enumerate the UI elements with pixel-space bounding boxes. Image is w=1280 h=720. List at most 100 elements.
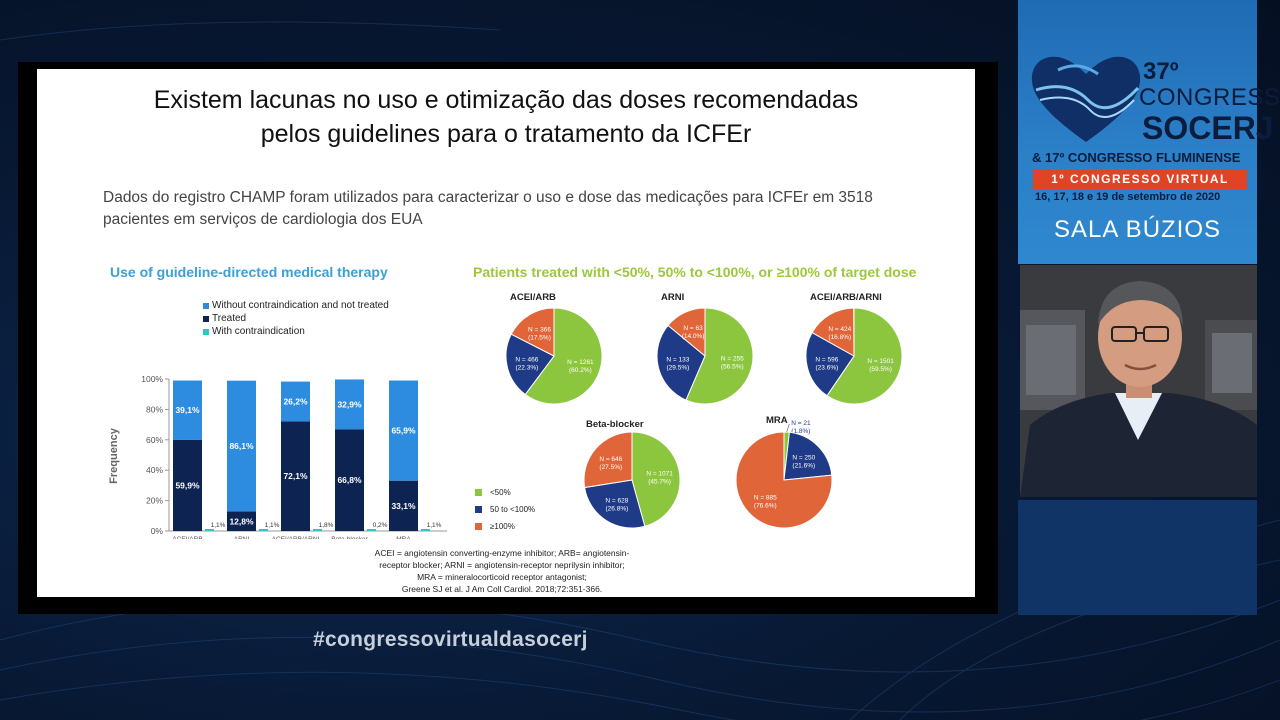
- congress-label: CONGRESSO: [1139, 84, 1280, 111]
- bar-label-contraindication: 1,1%: [265, 522, 280, 529]
- bar-not-treated: [227, 380, 256, 512]
- pie-slice-label: N = 628: [605, 497, 628, 504]
- bar-treated: [389, 480, 418, 531]
- pie-slice-label: (21.6%): [792, 462, 815, 469]
- pie-title: Beta-blocker: [586, 419, 644, 430]
- bar-label-treated: 66,8%: [337, 475, 362, 485]
- bar-panel-title: Use of guideline-directed medical therap…: [110, 264, 388, 280]
- pie-legend: <50% 50 to <100% ≥100%: [475, 484, 535, 535]
- pie-slice: [656, 324, 706, 401]
- x-tick-label: ARNI: [234, 536, 250, 539]
- bar-label-treated: 59,9%: [175, 480, 200, 490]
- pie-slice-label: (27.5%): [599, 464, 622, 471]
- congress-secondary: & 17º CONGRESSO FLUMINENSE: [1032, 150, 1241, 165]
- bar-label-not-treated: 65,9%: [391, 426, 416, 436]
- bar-label-contraindication: 1,1%: [427, 522, 442, 529]
- bar-label-treated: 33,1%: [391, 501, 416, 511]
- pie-slice: [667, 307, 706, 358]
- bar-treated: [281, 421, 310, 531]
- bar-contraindication: [259, 529, 268, 531]
- pie-slice: [805, 331, 855, 397]
- y-tick-label: 0%: [151, 526, 164, 536]
- pie-leader-line: [786, 423, 790, 433]
- congress-edition: 37º: [1143, 58, 1179, 85]
- bar-label-contraindication: 1,1%: [211, 522, 226, 529]
- pie-slice-label: N = 1071: [646, 470, 673, 477]
- bar-label-contraindication: 1,8%: [319, 522, 334, 529]
- pie-slice: [631, 431, 681, 527]
- pie-slice: [826, 307, 903, 405]
- pie-title: ACEI/ARB: [510, 292, 556, 303]
- pie-slice-label: (56.5%): [721, 364, 744, 371]
- bar-treated: [227, 511, 256, 531]
- legend-label: Without contraindication and not treated: [212, 300, 389, 311]
- pie-slice-label: (60.2%): [569, 367, 592, 374]
- bar-label-treated: 12,8%: [229, 516, 254, 526]
- y-tick-label: 60%: [146, 435, 163, 445]
- pie-slice-label: N = 366: [528, 326, 551, 333]
- pie-slice-label: N = 646: [599, 456, 622, 463]
- x-tick-label: ACEI/ARB/ARNI: [272, 536, 320, 539]
- y-tick-label: 100%: [141, 374, 163, 384]
- bar-contraindication: [313, 529, 322, 531]
- legend-swatch: [203, 315, 209, 322]
- legend-label: ≥100%: [490, 522, 515, 531]
- pie-slice-label: (29.5%): [667, 365, 690, 372]
- pie-slice-label: (23.6%): [816, 364, 839, 371]
- bar-legend: Without contraindication and not treated…: [203, 299, 389, 338]
- legend-label: <50%: [490, 488, 511, 497]
- presentation-slide: Existem lacunas no uso e otimização das …: [37, 69, 975, 597]
- pie-slice-label: N = 596: [815, 356, 838, 363]
- footnote-line: ACEI = angiotensin converting-enzyme inh…: [374, 548, 630, 558]
- heart-logo-icon: [1031, 56, 1141, 142]
- pie-slice-label: N = 424: [828, 326, 851, 333]
- pie-slice: [505, 333, 555, 396]
- bar-not-treated: [389, 380, 418, 481]
- bar-label-contraindication: 0,2%: [373, 522, 388, 529]
- bar-treated: [173, 439, 202, 531]
- bar-treated: [335, 429, 364, 531]
- bar-contraindication: [367, 529, 376, 531]
- congress-dates: 16, 17, 18 e 19 de setembro de 2020: [1035, 191, 1221, 203]
- pie-slice-label: (14.0%): [682, 333, 705, 340]
- x-tick-label: ACEI/ARB: [172, 536, 202, 539]
- congress-name: SOCERJ: [1142, 110, 1274, 146]
- speaker-video: [1020, 265, 1257, 497]
- pie-legend-item: 50 to <100%: [475, 501, 535, 518]
- pie-slice-label: (22.3%): [516, 364, 539, 371]
- pie-title: ARNI: [661, 292, 684, 303]
- y-axis-label: Frequency: [108, 427, 120, 484]
- pie-title: ACEI/ARB/ARNI: [810, 292, 882, 303]
- pie-slice-label: N = 1261: [567, 359, 594, 366]
- legend-swatch: [203, 328, 209, 335]
- pie-slice: [510, 307, 555, 357]
- bar-label-not-treated: 32,9%: [337, 399, 362, 409]
- footnote-line: MRA = mineralocorticoid receptor antagon…: [417, 572, 587, 582]
- bar-label-not-treated: 86,1%: [229, 441, 254, 451]
- pie-slice: [735, 431, 833, 529]
- pie-slice-label: N = 1501: [867, 358, 894, 365]
- pie-title: MRA: [766, 415, 788, 426]
- pie-slice-label: N = 133: [666, 357, 689, 364]
- pie-slice: [524, 307, 603, 405]
- room-name: SALA BÚZIOS: [1053, 216, 1222, 243]
- bar-label-not-treated: 26,2%: [283, 396, 308, 406]
- pie-slice-label: (17.5%): [528, 334, 551, 341]
- bar-legend-item: Without contraindication and not treated: [203, 299, 389, 312]
- pie-slice: [685, 307, 754, 405]
- pie-slice: [583, 431, 633, 489]
- dose-pie-charts: ACEI/ARB N = 1261(60.2%) N = 466(22.3%) N =…: [505, 292, 903, 529]
- bar-legend-item: Treated: [203, 312, 389, 325]
- pie-legend-item: <50%: [475, 484, 535, 501]
- slide-title-line2: pelos guidelines para o tratamento da IC…: [260, 120, 752, 148]
- legend-swatch: [475, 489, 482, 496]
- pie-slice-label: N = 250: [792, 454, 815, 461]
- pie-slice-label: (16.8%): [828, 334, 851, 341]
- legend-swatch: [203, 302, 209, 309]
- y-tick-label: 80%: [146, 404, 163, 414]
- legend-label: 50 to <100%: [490, 505, 536, 514]
- bar-label-not-treated: 39,1%: [175, 405, 200, 415]
- pie-slice: [783, 431, 833, 481]
- pie-panel-title: Patients treated with <50%, 50% to <100%…: [473, 264, 917, 280]
- legend-label: Treated: [212, 313, 247, 324]
